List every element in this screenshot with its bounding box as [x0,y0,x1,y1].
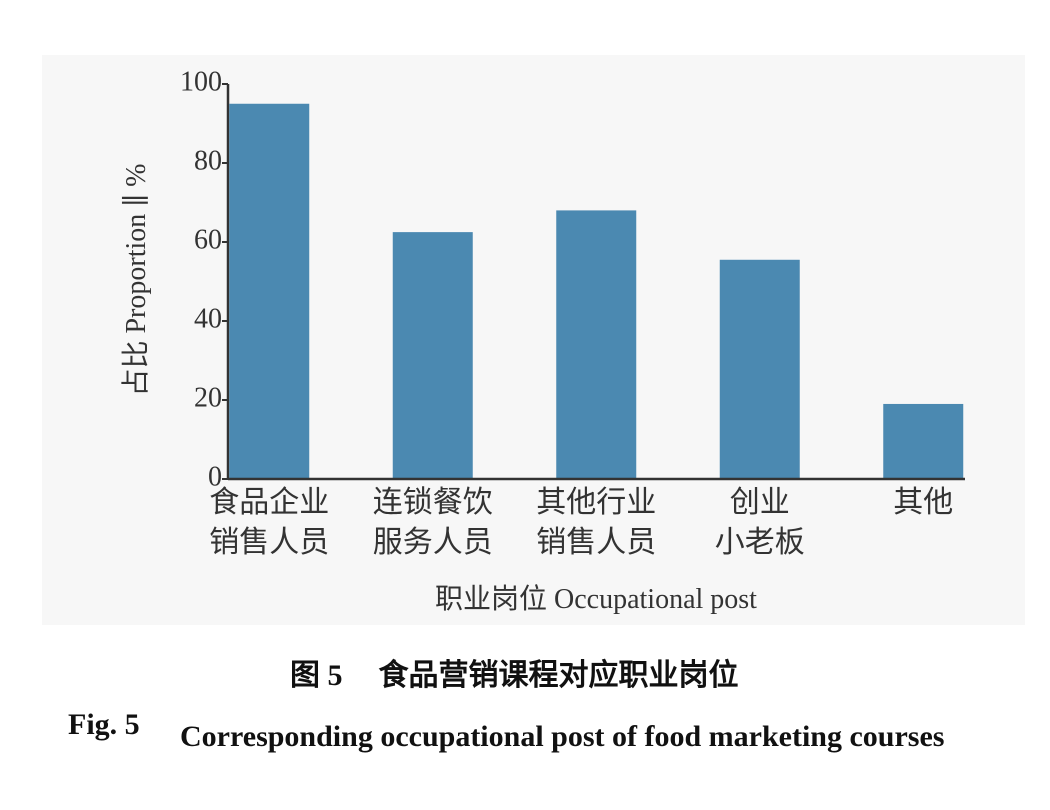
y-tick-label: 100 [180,66,222,97]
x-axis-label: 职业岗位 Occupational post [435,583,757,615]
y-tick-label: 20 [194,382,222,413]
chart: 占比 Proportion ∥ % 职业岗位 Occupational post… [42,55,1025,625]
chart-background [42,55,1025,625]
caption-cn-text: 食品营销课程对应职业岗位 [378,659,739,692]
caption-en-label: Fig. 5 [68,708,140,741]
caption-cn: 图 5 食品营销课程对应职业岗位 [290,650,739,694]
bar [556,210,637,479]
caption-en-text: Corresponding occupational post of food … [180,720,945,753]
caption-cn-label: 图 5 [290,659,343,692]
x-tick-label: 连锁餐饮服务人员 [373,486,493,559]
x-tick-label: 其他行业销售人员 [536,486,656,559]
y-axis-label: 占比 Proportion ∥ % [120,163,152,396]
bar [719,259,800,479]
x-tick-label: 食品企业销售人员 [209,486,329,559]
bar [229,103,310,479]
bar [883,403,964,479]
x-tick-label: 创业小老板 [715,486,805,559]
y-tick-label: 60 [194,224,222,255]
x-tick-label: 其他 [893,486,953,519]
y-tick-label: 80 [194,145,222,176]
bar [392,232,473,479]
y-tick-label: 40 [194,303,222,334]
y-tick-label: 0 [208,461,222,492]
